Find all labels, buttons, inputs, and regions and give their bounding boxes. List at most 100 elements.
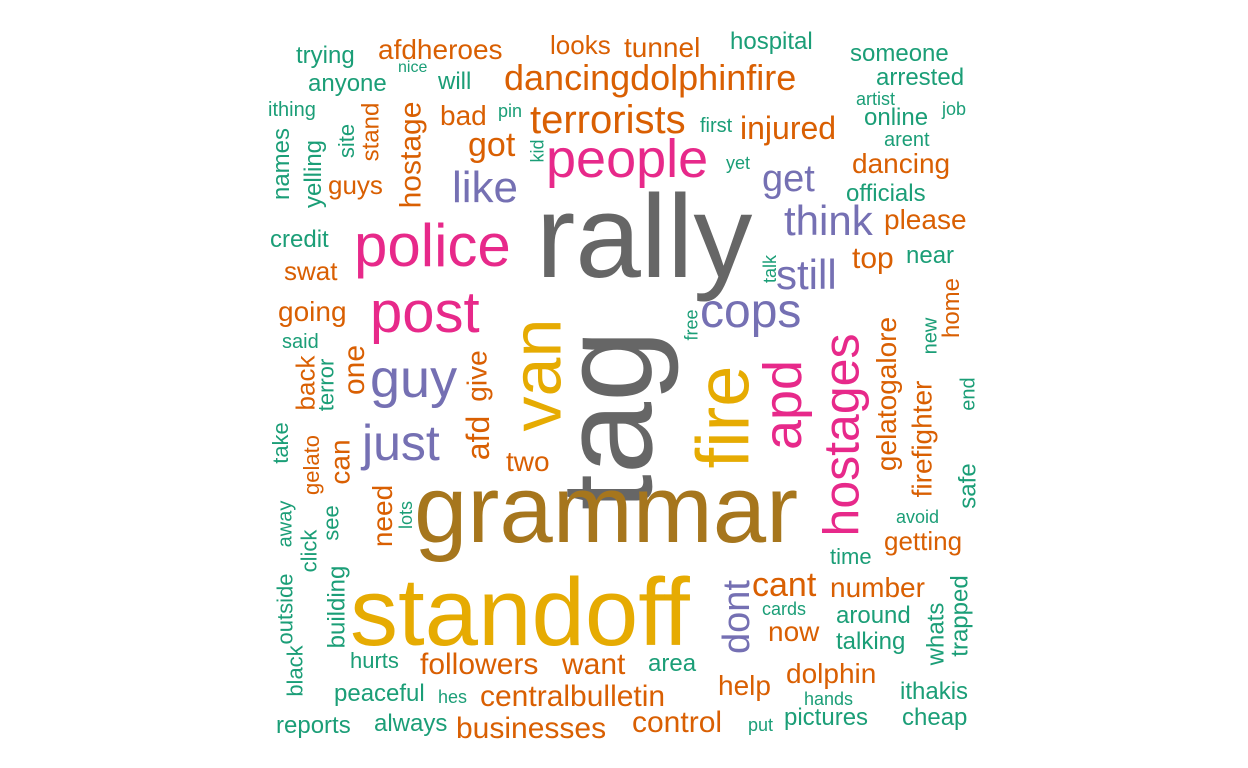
word-take: take bbox=[267, 422, 293, 464]
word-home: home bbox=[938, 277, 966, 339]
word-peaceful: peaceful bbox=[334, 680, 425, 707]
word-dolphin: dolphin bbox=[786, 658, 877, 689]
word-terrorists: terrorists bbox=[530, 98, 686, 142]
word-site: site bbox=[334, 123, 360, 159]
word-anyone: anyone bbox=[308, 70, 387, 97]
word-trapped: trapped bbox=[946, 575, 974, 657]
word-artist: artist bbox=[856, 89, 896, 109]
word-ithakis: ithakis bbox=[900, 678, 969, 705]
word-bad: bad bbox=[440, 100, 487, 131]
word-pictures: pictures bbox=[784, 704, 869, 731]
word-new: new bbox=[919, 317, 942, 355]
word-police: police bbox=[354, 212, 511, 279]
word-ithing: ithing bbox=[268, 99, 316, 121]
word-time: time bbox=[830, 544, 872, 569]
word-near: near bbox=[906, 242, 955, 269]
word-always: always bbox=[374, 710, 448, 737]
word-whats: whats bbox=[922, 602, 950, 666]
word-lots: lots bbox=[396, 500, 417, 530]
word-control: control bbox=[632, 706, 723, 739]
word-around: around bbox=[836, 602, 911, 629]
word-reports: reports bbox=[276, 712, 351, 739]
word-hes: hes bbox=[438, 687, 468, 707]
word-safe: safe bbox=[954, 463, 982, 509]
word-click: click bbox=[296, 529, 322, 573]
word-dancingdolphinfire: dancingdolphinfire bbox=[504, 57, 797, 98]
word-avoid: avoid bbox=[896, 507, 940, 527]
word-swat: swat bbox=[284, 256, 338, 286]
word-gelatogalore: gelatogalore bbox=[871, 316, 903, 472]
word-tunnel: tunnel bbox=[624, 32, 701, 63]
word-hospital: hospital bbox=[730, 28, 813, 55]
word-stand: stand bbox=[357, 102, 385, 162]
word-gelato: gelato bbox=[298, 435, 324, 495]
word-dancing: dancing bbox=[852, 148, 951, 179]
word-need: need bbox=[367, 484, 399, 548]
word-cops: cops bbox=[700, 285, 802, 338]
word-trying: trying bbox=[296, 42, 355, 69]
word-cant: cant bbox=[752, 566, 817, 604]
word-officials: officials bbox=[846, 180, 926, 207]
word-still: still bbox=[776, 251, 837, 298]
word-cheap: cheap bbox=[902, 704, 968, 731]
word-want: want bbox=[562, 648, 626, 681]
word-get: get bbox=[762, 158, 815, 200]
word-businesses: businesses bbox=[456, 712, 607, 745]
word-guys: guys bbox=[328, 170, 383, 200]
word-black: black bbox=[282, 645, 308, 697]
word-will: will bbox=[438, 68, 472, 95]
word-put: put bbox=[748, 715, 774, 735]
word-people: people bbox=[546, 129, 709, 189]
word-centralbulletin: centralbulletin bbox=[480, 680, 666, 713]
word-building: building bbox=[323, 565, 351, 649]
word-grammar: grammar bbox=[414, 456, 799, 563]
word-talk: talk bbox=[760, 254, 781, 284]
word-two: two bbox=[506, 446, 550, 477]
word-free: free bbox=[681, 309, 702, 341]
word-afd: afd bbox=[460, 415, 497, 461]
word-looks: looks bbox=[550, 30, 611, 60]
word-outside: outside bbox=[272, 573, 298, 645]
word-hostage: hostage bbox=[394, 101, 428, 209]
word-standoff: standoff bbox=[350, 559, 690, 666]
word-said: said bbox=[282, 331, 319, 353]
word-followers: followers bbox=[420, 648, 539, 681]
word-afdheroes: afdheroes bbox=[378, 34, 503, 65]
word-van: van bbox=[497, 318, 576, 432]
word-area: area bbox=[648, 650, 697, 677]
word-see: see bbox=[318, 505, 344, 541]
word-hostages: hostages bbox=[813, 333, 870, 537]
word-number: number bbox=[830, 572, 925, 603]
word-talking: talking bbox=[836, 628, 906, 655]
word-pin: pin bbox=[498, 101, 523, 121]
word-end: end bbox=[957, 377, 980, 411]
word-guy: guy bbox=[370, 349, 458, 409]
word-arent: arent bbox=[884, 129, 930, 151]
word-first: first bbox=[700, 115, 733, 137]
word-one: one bbox=[338, 344, 372, 396]
word-kid: kid bbox=[527, 139, 548, 163]
word-top: top bbox=[852, 242, 894, 275]
word-nice: nice bbox=[398, 59, 428, 76]
word-dont: dont bbox=[715, 580, 758, 654]
word-hands: hands bbox=[804, 689, 854, 709]
word-terror: terror bbox=[313, 358, 339, 412]
word-firefighter: firefighter bbox=[906, 380, 938, 498]
word-post: post bbox=[370, 280, 480, 345]
word-arrested: arrested bbox=[876, 64, 965, 91]
word-credit: credit bbox=[270, 226, 329, 253]
word-online: online bbox=[864, 104, 929, 131]
word-like: like bbox=[452, 163, 519, 212]
word-give: give bbox=[461, 350, 493, 402]
word-getting: getting bbox=[884, 526, 963, 556]
word-got: got bbox=[468, 126, 516, 164]
word-hurts: hurts bbox=[350, 648, 399, 673]
word-cards: cards bbox=[762, 599, 807, 619]
word-fire: fire bbox=[681, 365, 765, 469]
word-can: can bbox=[324, 439, 356, 485]
word-someone: someone bbox=[850, 40, 949, 67]
word-injured: injured bbox=[740, 110, 837, 146]
word-please: please bbox=[884, 204, 967, 235]
word-think: think bbox=[784, 197, 873, 244]
